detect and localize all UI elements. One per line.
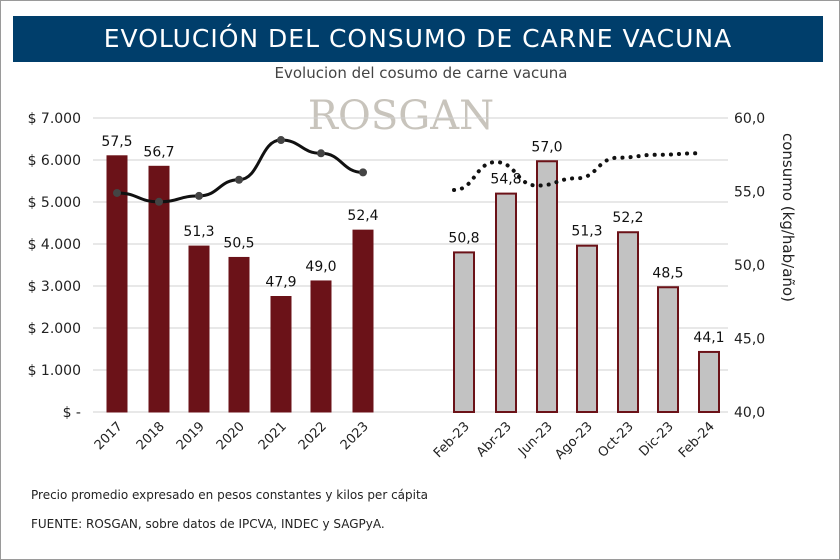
source-note: FUENTE: ROSGAN, sobre datos de IPCVA, IN… [31, 517, 385, 531]
bar-data-label: 51,3 [183, 224, 214, 240]
chart-subtitle: Evolucion del cosumo de carne vacuna [274, 64, 568, 82]
x-tick-label: 2019 [174, 419, 208, 453]
x-tick-label: 2018 [134, 419, 168, 453]
left-tick-label: $ 4.000 [28, 237, 81, 253]
right-tick-label: 60,0 [734, 111, 765, 127]
bar [188, 245, 210, 413]
left-tick-label: $ 5.000 [28, 195, 81, 211]
x-tick-label: Ago-23 [552, 419, 596, 463]
right-tick-label: 55,0 [734, 185, 765, 201]
right-tick-label: 45,0 [734, 332, 765, 348]
line-point [113, 188, 121, 197]
x-tick-label: Feb-24 [676, 419, 718, 461]
bar-data-label: 50,5 [223, 235, 254, 251]
footnote: Precio promedio expresado en pesos const… [31, 488, 429, 502]
x-tick-label: 2017 [92, 419, 126, 453]
x-tick-label: Oct-23 [595, 419, 637, 461]
bar-data-label: 52,4 [347, 208, 378, 224]
bar-data-label: 54,8 [490, 172, 521, 188]
line-point [277, 136, 285, 145]
x-tick-label: Dic-23 [637, 419, 677, 459]
bar [228, 256, 250, 413]
bar [453, 251, 475, 413]
bar [536, 160, 558, 413]
left-tick-label: $ 2.000 [28, 321, 81, 337]
line-point [195, 191, 203, 200]
bar [576, 244, 598, 413]
line-point [317, 149, 325, 158]
bar-data-label: 57,5 [101, 134, 132, 150]
bar [310, 280, 332, 413]
x-tick-label: 2020 [214, 419, 248, 453]
watermark-logo: ROSGAN [308, 93, 494, 139]
x-tick-label: 2022 [296, 419, 330, 453]
x-tick-label: Abr-23 [474, 419, 515, 460]
bar-data-label: 50,8 [448, 230, 479, 246]
left-tick-label: $ 1.000 [28, 363, 81, 379]
x-tick-label: Feb-23 [431, 419, 473, 461]
bar-data-label: 51,3 [571, 224, 602, 240]
bar-data-label: 44,1 [693, 330, 724, 346]
x-tick-label: 2023 [338, 419, 372, 453]
bar-data-label: 56,7 [143, 144, 174, 160]
left-tick-label: $ 3.000 [28, 279, 81, 295]
bar [148, 165, 170, 413]
bar [352, 229, 374, 413]
right-tick-label: 50,0 [734, 258, 765, 274]
x-tick-label: Jun-23 [515, 419, 556, 460]
line-point [359, 168, 367, 177]
right-tick-label: 40,0 [734, 405, 765, 421]
bar-data-label: 52,2 [612, 210, 643, 226]
line-point [235, 175, 243, 184]
bar [495, 192, 517, 413]
right-axis-label: consumo (kg/hab/año) [779, 133, 797, 302]
bar [270, 296, 292, 413]
bar [617, 231, 639, 413]
bar-data-label: 47,9 [265, 275, 296, 291]
left-tick-label: $ - [63, 405, 81, 421]
bar-data-label: 57,0 [531, 139, 562, 155]
bar-data-label: 49,0 [305, 259, 336, 275]
x-tick-label: 2021 [256, 419, 290, 453]
left-tick-label: $ 6.000 [28, 153, 81, 169]
line-point [155, 197, 163, 206]
title-banner: EVOLUCIÓN DEL CONSUMO DE CARNE VACUNA [13, 16, 823, 62]
bar [657, 286, 679, 414]
bar-data-label: 48,5 [652, 265, 683, 281]
bar [106, 155, 128, 413]
left-tick-label: $ 7.000 [28, 111, 81, 127]
bar [698, 350, 720, 414]
